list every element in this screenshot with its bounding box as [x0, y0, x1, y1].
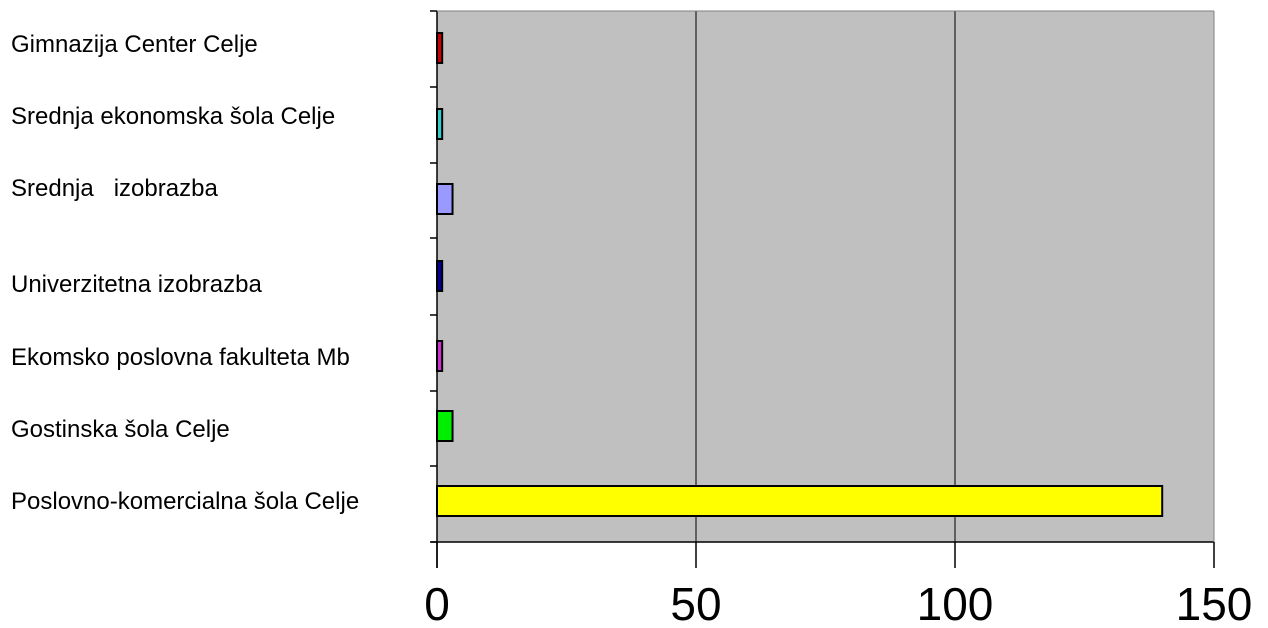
x-tick-label-100: 100 [917, 578, 994, 623]
x-tick-label-0: 0 [424, 578, 450, 623]
bar-1 [436, 32, 444, 64]
bar-5 [436, 340, 444, 372]
x-tick-labels: 0 50 100 150 [424, 578, 1253, 628]
x-tick-label-150: 150 [1176, 578, 1253, 623]
category-label-6: Gostinska šola Celje [11, 416, 230, 443]
axes [430, 10, 1215, 568]
bars [436, 32, 1164, 517]
category-label-3: Srednja izobrazba [11, 175, 218, 202]
x-tick-label-50: 50 [670, 578, 721, 623]
bar-7 [436, 485, 1164, 517]
category-label-4: Univerzitetna izobrazba [11, 271, 262, 298]
bar-2 [436, 108, 444, 140]
bar-6 [436, 410, 454, 442]
category-label-1: Gimnazija Center Celje [11, 31, 258, 58]
bar-4 [436, 260, 444, 292]
plot-area [437, 11, 1214, 542]
category-labels: Gimnazija Center Celje Srednja ekonomska … [11, 31, 359, 515]
grid-lines [695, 11, 956, 542]
category-label-5: Ekomsko poslovna fakulteta Mb [11, 344, 350, 371]
category-label-2: Srednja ekonomska šola Celje [11, 103, 335, 130]
category-label-7: Poslovno-komercialna šola Celje [11, 488, 359, 515]
bar-3 [436, 183, 454, 215]
